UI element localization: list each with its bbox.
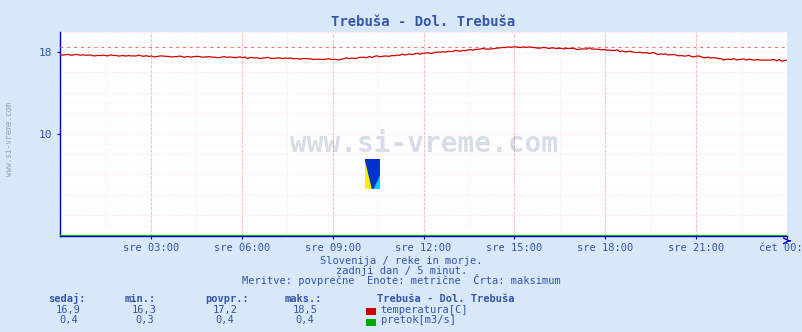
Text: 16,9: 16,9 [55,305,81,315]
Text: maks.:: maks.: [285,294,322,304]
Text: 17,2: 17,2 [212,305,237,315]
Text: 18,5: 18,5 [292,305,318,315]
Title: Trebuša - Dol. Trebuša: Trebuša - Dol. Trebuša [331,15,515,29]
Text: www.si-vreme.com: www.si-vreme.com [5,103,14,176]
Text: www.si-vreme.com: www.si-vreme.com [290,130,557,158]
Text: Meritve: povprečne  Enote: metrične  Črta: maksimum: Meritve: povprečne Enote: metrične Črta:… [242,274,560,286]
Text: Trebuša - Dol. Trebuša: Trebuša - Dol. Trebuša [377,294,514,304]
Text: 0,4: 0,4 [59,315,78,325]
Text: Slovenija / reke in morje.: Slovenija / reke in morje. [320,256,482,266]
Text: 0,3: 0,3 [135,315,154,325]
Text: povpr.:: povpr.: [205,294,248,304]
Text: sedaj:: sedaj: [48,293,86,304]
Polygon shape [365,159,379,189]
Text: pretok[m3/s]: pretok[m3/s] [380,315,455,325]
Polygon shape [365,159,372,189]
Text: 16,3: 16,3 [132,305,157,315]
Text: zadnji dan / 5 minut.: zadnji dan / 5 minut. [335,266,467,276]
Text: 0,4: 0,4 [295,315,314,325]
Polygon shape [372,174,379,189]
Text: min.:: min.: [124,294,156,304]
Text: 0,4: 0,4 [215,315,234,325]
Text: temperatura[C]: temperatura[C] [380,305,468,315]
